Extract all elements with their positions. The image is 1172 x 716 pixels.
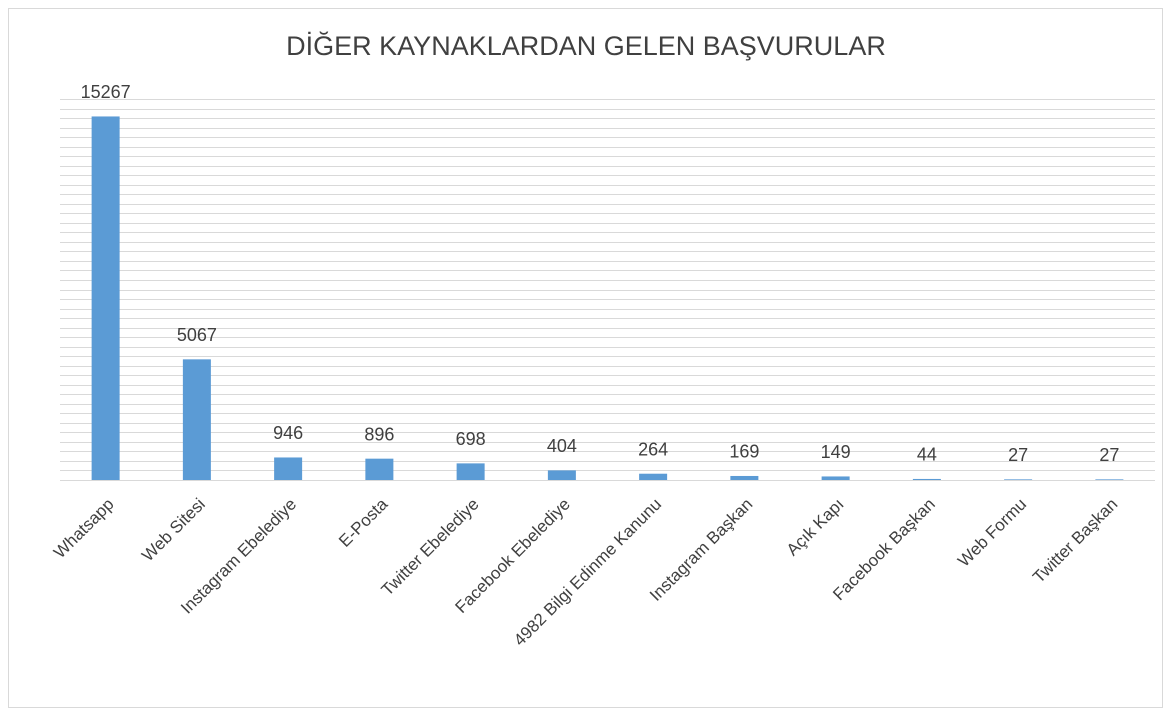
bar: [274, 457, 303, 480]
data-label: 698: [456, 429, 486, 449]
data-label: 946: [273, 423, 303, 443]
data-label: 5067: [177, 325, 217, 345]
bar: [912, 478, 941, 480]
data-label: 15267: [81, 82, 131, 102]
bar: [547, 470, 576, 480]
data-label: 27: [1099, 445, 1119, 465]
bar: [456, 463, 485, 480]
bar: [1004, 479, 1033, 480]
chart-frame: [8, 8, 1163, 708]
data-label: 264: [638, 439, 668, 459]
chart-title: DİĞER KAYNAKLARDAN GELEN BAŞVURULAR: [286, 30, 886, 61]
bar: [365, 458, 394, 480]
bar: [821, 476, 850, 480]
bar: [1095, 479, 1124, 480]
bar: [730, 475, 759, 480]
data-label: 896: [364, 424, 394, 444]
data-label: 27: [1008, 445, 1028, 465]
bar: [639, 473, 668, 480]
bar: [182, 359, 211, 480]
data-label: 404: [547, 436, 577, 456]
data-label: 149: [821, 442, 851, 462]
data-label: 169: [729, 442, 759, 462]
bar: [91, 116, 120, 480]
data-label: 44: [917, 445, 937, 465]
